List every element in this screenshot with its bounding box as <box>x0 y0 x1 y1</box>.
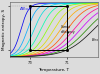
Text: $\Delta B\!=\!0$: $\Delta B\!=\!0$ <box>19 5 33 12</box>
Text: Carnot
efficiency: Carnot efficiency <box>61 25 76 34</box>
Text: $B_{max}$: $B_{max}$ <box>91 37 100 44</box>
Y-axis label: Magnetic entropy, S: Magnetic entropy, S <box>2 9 6 50</box>
X-axis label: Temperature, T: Temperature, T <box>38 68 70 72</box>
